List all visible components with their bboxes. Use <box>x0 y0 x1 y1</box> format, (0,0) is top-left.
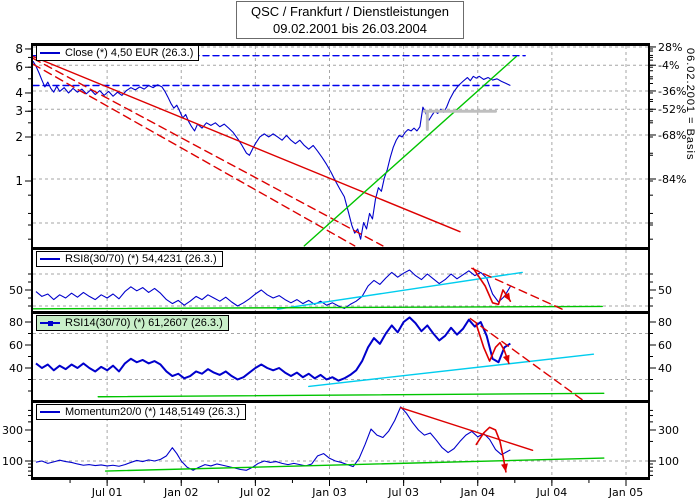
axis-label: Jan 03 <box>311 486 346 499</box>
axis-label: -68% <box>658 129 686 142</box>
rsi14-arrow-head <box>502 354 510 364</box>
axis-label: 6 <box>15 60 23 74</box>
axis-label: Jan 05 <box>608 486 643 499</box>
legend-rsi8-label: RSI8(30/70) (*) 54,4231 (26.3.) <box>65 253 217 265</box>
axis-label: 2 <box>15 130 23 144</box>
rsi14-series-line <box>35 316 511 382</box>
mom-series-line <box>35 406 511 471</box>
basis-note: 06.02.2001 = Basis <box>684 48 696 161</box>
axis-label: 3 <box>15 104 23 118</box>
axis-label: Jul 01 <box>91 486 123 499</box>
legend-momentum: Momentum20/0 (*) 148,5149 (26.3.) <box>36 404 246 420</box>
downtrend-main <box>33 55 461 233</box>
axis-label: 50 <box>9 284 23 297</box>
rsi8-support <box>33 305 603 310</box>
rsi14-breakdown <box>469 317 584 400</box>
axis-label: 8 <box>15 42 23 56</box>
rsi8-breakdown <box>471 267 563 310</box>
axis-label: 300 <box>2 424 23 437</box>
price-panel <box>33 46 648 247</box>
uptrend <box>303 55 517 247</box>
axis-label: 100 <box>2 455 23 468</box>
momentum-panel <box>33 406 648 473</box>
axis-label: 40 <box>9 362 23 375</box>
momentum-line-sample <box>40 411 60 413</box>
downtrend-inner-a <box>33 57 384 247</box>
close-line-sample <box>40 52 60 54</box>
axis-label: -52% <box>658 103 686 116</box>
rsi14-support <box>97 392 605 398</box>
mom-arrow-head <box>501 463 508 472</box>
legend-rsi14: RSI14(30/70) (*) 61,2607 (26.3.) <box>36 315 229 331</box>
axis-label: 4 <box>15 86 23 100</box>
mom-arrow <box>475 426 507 473</box>
axis-label: 60 <box>9 339 23 352</box>
axes: Jul 01 Jan 02 Jul 02 Jan 03 Jul 03 Jan 04 Jul … <box>2 41 686 499</box>
rsi14-arrow <box>475 323 510 365</box>
axis-label: 300 <box>658 424 679 437</box>
legend-close: Close (*) 4,50 EUR (26.3.) <box>36 45 200 61</box>
axis-label: 100 <box>658 455 679 468</box>
axis-label: 28% <box>658 41 682 54</box>
rsi8-series-line <box>35 269 511 309</box>
rsi8-line-sample <box>40 258 60 260</box>
legend-rsi8: RSI8(30/70) (*) 54,4231 (26.3.) <box>36 251 223 267</box>
rsi8-panel <box>33 267 648 310</box>
legend-rsi14-label: RSI14(30/70) (*) 61,2607 (26.3.) <box>65 317 223 329</box>
rsi14-marker <box>48 321 53 326</box>
chart-title-box: QSC / Frankfurt / Dienstleistungen 09.02… <box>236 1 464 39</box>
axis-label: 80 <box>658 316 672 329</box>
rsi14-uptrend <box>308 353 595 388</box>
axis-label: Jan 02 <box>163 486 198 499</box>
rsi8-arrow-head <box>503 292 511 302</box>
axis-label: 50 <box>658 284 672 297</box>
axis-label: 60 <box>658 339 672 352</box>
rsi14-line-sample <box>40 321 60 326</box>
mom-downtrend <box>399 407 534 452</box>
chart-title: QSC / Frankfurt / Dienstleistungen <box>251 4 449 19</box>
main-series-line <box>33 60 511 240</box>
legend-momentum-label: Momentum20/0 (*) 148,5149 (26.3.) <box>65 406 240 418</box>
axis-label: Jul 02 <box>239 486 271 499</box>
axis-label: 40 <box>658 362 672 375</box>
chart-date-range: 09.02.2001 bis 26.03.2004 <box>273 21 427 36</box>
mom-support <box>104 457 605 472</box>
rsi8-uptrend <box>276 271 523 310</box>
downtrend-inner-b <box>33 63 356 247</box>
axis-label: -84% <box>658 173 686 186</box>
panel-frame <box>31 43 650 480</box>
axis-label: 80 <box>9 316 23 329</box>
axis-label: -4% <box>658 59 679 72</box>
axis-label: Jul 04 <box>535 486 567 499</box>
axis-label: Jan 04 <box>460 486 495 499</box>
legend-close-label: Close (*) 4,50 EUR (26.3.) <box>65 47 194 59</box>
rsi14-panel <box>33 316 648 400</box>
axis-label: -36% <box>658 85 686 98</box>
axis-label: Jul 03 <box>387 486 419 499</box>
axis-label: 1 <box>15 174 23 188</box>
